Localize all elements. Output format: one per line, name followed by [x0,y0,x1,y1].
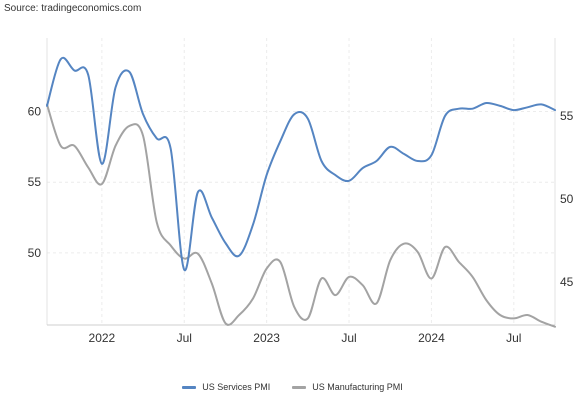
y-left-tick-label: 60 [28,105,42,119]
x-tick-label: 2024 [418,331,445,345]
x-tick-label: Jul [341,331,356,345]
y-right-tick-label: 45 [560,275,574,289]
source-label: Source: tradingeconomics.com [4,3,142,14]
legend-swatch-services [182,385,197,389]
legend-label-manufacturing: US Manufacturing PMI [312,382,403,392]
grid-lines [47,38,555,325]
legend-item-manufacturing[interactable]: US Manufacturing PMI [292,382,403,392]
x-tick-label: 2022 [89,331,116,345]
x-tick-label: 2023 [253,331,280,345]
series-line-us-services-pmi [46,56,556,271]
legend-item-services[interactable]: US Services PMI [182,382,270,392]
legend: US Services PMI US Manufacturing PMI [0,380,585,394]
y-left-tick-label: 50 [28,246,42,260]
legend-swatch-manufacturing [292,385,307,389]
x-tick-label: Jul [506,331,521,345]
series-layer [46,56,556,328]
y-left-tick-label: 55 [28,175,42,189]
series-line-us-manufacturing-pmi [46,103,556,328]
tick-labels: 50 55 60 45 50 55 2022 Jul 2023 Jul 2024 Jul [28,105,574,345]
y-right-tick-label: 55 [560,109,574,123]
legend-label-services: US Services PMI [202,382,271,392]
chart-axes [46,38,556,326]
x-tick-label: Jul [177,331,192,345]
y-right-tick-label: 50 [560,192,574,206]
